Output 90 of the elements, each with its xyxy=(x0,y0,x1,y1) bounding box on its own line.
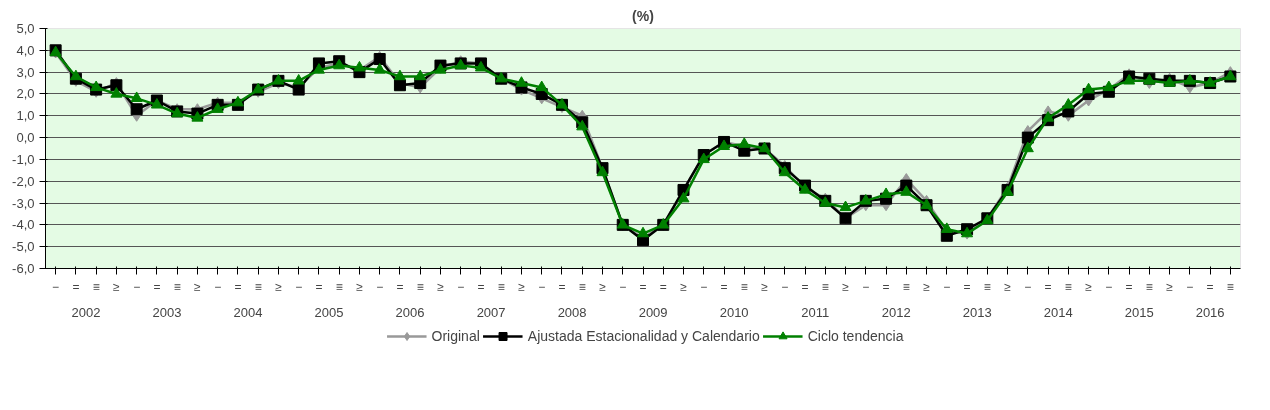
y-tick-label: -4,0 xyxy=(12,217,35,233)
x-tick-label: ≥ xyxy=(842,279,850,294)
x-tick-label: − xyxy=(862,279,870,294)
x-tick-label: − xyxy=(376,279,384,294)
x-tick-label: = xyxy=(396,279,404,294)
text: 2006 xyxy=(395,304,425,320)
x-tick-label: ≥ xyxy=(275,279,283,294)
x-tick-label: = xyxy=(1125,279,1133,294)
x-tick-label: ≥ xyxy=(1166,279,1174,294)
x-tick-label: ≥ xyxy=(923,279,931,294)
x-tick-label: ≡ xyxy=(173,279,181,294)
legend-label: Ciclo tendencia xyxy=(807,328,904,344)
x-tick-label: ≡ xyxy=(1226,279,1234,294)
x-tick-label: = xyxy=(639,279,647,294)
x-tick-label: ≥ xyxy=(599,279,607,294)
x-tick-label: ≡ xyxy=(902,279,910,294)
x-tick-label: ≡ xyxy=(497,279,505,294)
x-tick-label: = xyxy=(801,279,809,294)
x-tick-label: ≡ xyxy=(254,279,262,294)
x-tick-label: − xyxy=(538,279,546,294)
x-tick-label: = xyxy=(882,279,890,294)
x-tick-label: − xyxy=(133,279,141,294)
y-tick-label: -2,0 xyxy=(12,173,35,189)
x-tick-label: = xyxy=(558,279,566,294)
x-tick-label: ≥ xyxy=(761,279,769,294)
y-tick-label: -1,0 xyxy=(12,151,35,167)
x-tick-label: ≡ xyxy=(1145,279,1153,294)
x-tick-label: − xyxy=(457,279,465,294)
x-tick-label: − xyxy=(295,279,303,294)
y-tick-label: 4,0 xyxy=(16,42,35,58)
text: 2010 xyxy=(719,304,749,320)
text: 2009 xyxy=(638,304,668,320)
x-tick-label: = xyxy=(659,279,667,294)
x-tick-label: ≡ xyxy=(983,279,991,294)
x-tick-label: − xyxy=(1024,279,1032,294)
x-tick-label: − xyxy=(1105,279,1113,294)
x-tick-label: ≥ xyxy=(1085,279,1093,294)
legend-label: Ajustada Estacionalidad y Calendario xyxy=(527,328,760,344)
text: 2007 xyxy=(476,304,506,320)
x-tick-label: = xyxy=(963,279,971,294)
x-tick-label: − xyxy=(943,279,951,294)
text: 2011 xyxy=(801,304,830,320)
y-tick-label: -5,0 xyxy=(12,239,35,255)
text: 2015 xyxy=(1124,304,1154,320)
x-tick-label: ≥ xyxy=(437,279,445,294)
text: 2004 xyxy=(233,304,263,320)
x-tick-label: − xyxy=(619,279,627,294)
x-tick-label: ≡ xyxy=(740,279,748,294)
x-tick-label: ≡ xyxy=(578,279,586,294)
x-tick-label: = xyxy=(1044,279,1052,294)
y-tick-label: 2,0 xyxy=(16,86,35,102)
text: 2013 xyxy=(962,304,992,320)
text: 2005 xyxy=(314,304,344,320)
x-tick-label: ≥ xyxy=(113,279,121,294)
x-tick-label: = xyxy=(720,279,728,294)
x-tick-label: = xyxy=(72,279,80,294)
x-tick-label: = xyxy=(477,279,485,294)
y-tick-label: -3,0 xyxy=(12,195,35,211)
x-tick-label: − xyxy=(52,279,60,294)
text: 2016 xyxy=(1195,304,1225,320)
x-tick-label: ≥ xyxy=(518,279,526,294)
text: 2012 xyxy=(881,304,911,320)
x-tick-label: − xyxy=(781,279,789,294)
text: 2003 xyxy=(152,304,182,320)
text: 2014 xyxy=(1043,304,1073,320)
x-tick-label: ≥ xyxy=(356,279,364,294)
text: 2008 xyxy=(557,304,587,320)
x-tick-label: ≡ xyxy=(416,279,424,294)
y-tick-label: -6,0 xyxy=(12,261,35,276)
x-tick-label: ≥ xyxy=(680,279,688,294)
x-tick-label: ≡ xyxy=(335,279,343,294)
text: 2002 xyxy=(71,304,101,320)
chart-title: (%) xyxy=(632,7,654,24)
y-tick-label: 3,0 xyxy=(16,64,35,80)
x-tick-label: = xyxy=(315,279,323,294)
x-tick-label: = xyxy=(234,279,242,294)
x-tick-label: ≡ xyxy=(821,279,829,294)
x-tick-label: ≥ xyxy=(1004,279,1012,294)
x-tick-label: − xyxy=(1186,279,1194,294)
x-tick-label: = xyxy=(153,279,161,294)
x-tick-label: ≡ xyxy=(92,279,100,294)
x-tick-label: − xyxy=(214,279,222,294)
y-tick-label: 0,0 xyxy=(16,130,35,146)
y-tick-label: 1,0 xyxy=(16,108,35,124)
x-tick-label: ≥ xyxy=(194,279,202,294)
y-tick-label: 5,0 xyxy=(16,21,35,36)
x-tick-label: ≡ xyxy=(1064,279,1072,294)
legend-label: Original xyxy=(431,328,480,344)
x-tick-label: − xyxy=(700,279,708,294)
x-tick-label: = xyxy=(1206,279,1214,294)
